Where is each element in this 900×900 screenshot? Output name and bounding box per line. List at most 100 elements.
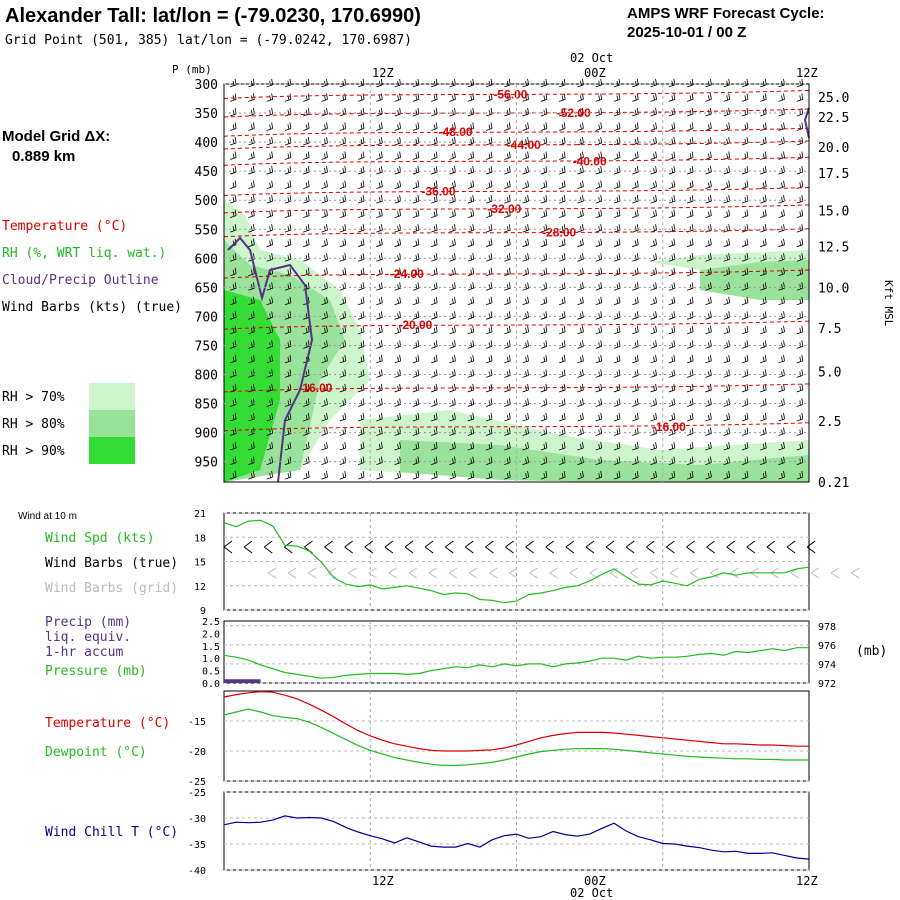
wind-barb (632, 107, 639, 117)
wind-barb (431, 122, 438, 131)
wind-barb (248, 78, 255, 88)
wind-barb (705, 151, 712, 160)
wind-barb (706, 540, 715, 554)
wind-barb (248, 412, 255, 422)
wind-barb (668, 165, 676, 175)
wind-barb (577, 93, 584, 102)
wind-barb (266, 78, 274, 88)
wind-barb (559, 441, 566, 451)
wind-barb (605, 540, 615, 554)
wind-barb (412, 136, 420, 146)
pressure-tick-label: 450 (195, 165, 218, 180)
wind-barb (668, 354, 676, 364)
top-date-label: 02 Oct (570, 51, 613, 65)
wind-barb (522, 340, 529, 349)
wind-barb (467, 427, 475, 436)
wind-barb (321, 354, 328, 364)
wind-barb (504, 282, 511, 291)
wind-barb (485, 238, 493, 248)
wind-barb (540, 107, 548, 117)
wind-barb (723, 93, 731, 102)
wind-barb (339, 93, 347, 102)
bottom-tick-12z-a: 12Z (372, 874, 394, 888)
wind-barb (522, 369, 529, 378)
wind-barb (248, 267, 255, 277)
wind-barb (321, 398, 328, 407)
temperature-contour-label: -36.00 (421, 184, 455, 198)
wind-barb (778, 296, 785, 306)
wind-barb (522, 107, 529, 117)
wind-barb (595, 151, 603, 160)
rh-fill-region (400, 440, 809, 482)
wind-barb (357, 340, 365, 349)
windchill-panel: Wind Chill T (°C) -40 -35 -30 -25 12Z 00Z 1… (45, 788, 818, 900)
wind-barb (613, 412, 621, 422)
wind-barb (394, 354, 402, 364)
wind-barb (248, 195, 255, 204)
wind-barb (467, 224, 475, 233)
pressure-tick-label: 850 (195, 398, 218, 413)
wind-barb (686, 354, 694, 364)
wind-barb (686, 412, 694, 422)
wind-barb (485, 267, 493, 277)
wind-barb (778, 311, 785, 320)
wind-barb (668, 93, 676, 102)
wind-barb (613, 180, 621, 189)
wind-barb (376, 325, 383, 335)
wind-barb (632, 180, 639, 189)
wind-barb (650, 282, 657, 291)
wind-barb (266, 398, 274, 407)
wind-barb (357, 238, 365, 248)
wind-barb (559, 136, 566, 146)
wind-barb (431, 369, 438, 378)
wind-barb (394, 441, 402, 451)
wind-barb (778, 122, 785, 131)
wind-barb (303, 441, 310, 451)
wind-barb (394, 136, 402, 146)
wind-barb (632, 78, 639, 88)
temperature-contour (223, 320, 810, 330)
wind-barb (559, 282, 566, 291)
wind-barb (522, 209, 529, 219)
wind-barb (577, 340, 584, 349)
wind-barb (376, 369, 383, 378)
wind-barb (632, 151, 639, 160)
wind-barb (449, 107, 456, 117)
wind-barb (376, 282, 383, 291)
grid-wind-barb (629, 567, 639, 579)
wind-barb (613, 325, 621, 335)
wind-barb (650, 471, 657, 480)
wind-barb (796, 93, 804, 102)
wind-barb (339, 267, 347, 277)
wind-barb (686, 325, 694, 335)
height-tick-label: 12.5 (818, 241, 849, 256)
wind-barb (595, 195, 603, 204)
wind-barb (760, 340, 767, 349)
wind-barb (412, 195, 420, 204)
wind-barb (467, 441, 475, 451)
grid-wind-barb (690, 567, 699, 579)
wind-barb (632, 398, 639, 407)
wind-barb (485, 78, 493, 88)
wind-barb (248, 441, 255, 451)
wind-panel-title: Wind at 10 m (18, 511, 77, 522)
wind-barb (376, 195, 383, 204)
wind-barb (522, 224, 529, 233)
wind-barb (796, 107, 804, 117)
wind-barb (632, 340, 639, 349)
wind-barb (723, 195, 731, 204)
wind-barb (796, 412, 804, 422)
wind-barb (540, 427, 548, 436)
wind-barb (595, 441, 603, 451)
wind-barb (321, 325, 328, 335)
wind-barb (344, 540, 353, 554)
wind-barb (686, 253, 694, 262)
wind-barb (504, 253, 511, 262)
wind-barb (741, 107, 749, 117)
wind-barb (467, 296, 475, 306)
grid-wind-barb (730, 567, 739, 579)
wind-barb (223, 540, 233, 554)
wind-barb (723, 180, 731, 189)
wind-barb (263, 540, 273, 554)
